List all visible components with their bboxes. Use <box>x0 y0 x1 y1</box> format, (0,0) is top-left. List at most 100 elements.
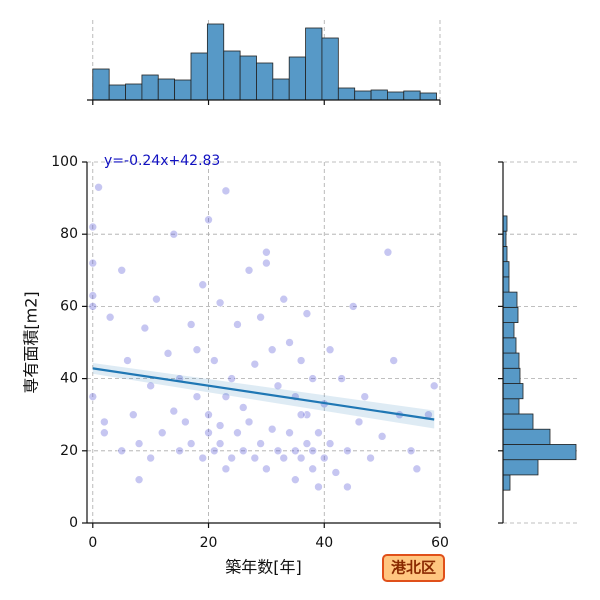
point <box>169 229 179 239</box>
point <box>291 446 300 456</box>
badge: 港北区 <box>382 554 445 582</box>
point <box>337 374 346 383</box>
point <box>117 446 127 456</box>
point <box>308 374 317 383</box>
bar <box>288 56 306 101</box>
point <box>389 356 399 365</box>
point <box>343 482 352 492</box>
bar <box>502 291 518 308</box>
point <box>210 446 219 456</box>
point <box>308 446 317 456</box>
point <box>377 432 387 441</box>
point <box>296 410 306 420</box>
point <box>181 417 190 427</box>
point <box>238 403 248 412</box>
bar <box>502 398 520 415</box>
point <box>215 298 225 308</box>
point <box>273 446 283 456</box>
point <box>383 247 393 257</box>
point <box>412 464 422 474</box>
bar <box>502 444 577 461</box>
point <box>267 345 277 355</box>
point <box>360 392 370 401</box>
point <box>186 439 196 448</box>
bar <box>502 413 534 430</box>
point <box>210 356 219 365</box>
point <box>146 381 155 391</box>
point <box>238 446 248 456</box>
x-tick-label: 40 <box>315 535 333 551</box>
bar <box>386 91 405 101</box>
bar <box>321 37 339 101</box>
regression-line <box>92 367 435 421</box>
point <box>117 265 127 275</box>
point <box>221 392 231 401</box>
point <box>348 302 358 311</box>
y-axis-label: 専有面積[m2] <box>22 291 41 393</box>
point <box>262 247 271 257</box>
bar <box>125 83 143 101</box>
point <box>308 464 317 474</box>
x-axis-label: 築年数[年] <box>225 558 302 577</box>
point <box>152 294 161 304</box>
bar <box>403 90 421 101</box>
bar <box>502 474 511 491</box>
point <box>123 356 132 365</box>
point <box>169 406 179 416</box>
point <box>279 453 289 463</box>
point <box>100 428 109 438</box>
point <box>285 428 294 438</box>
badge-box <box>382 554 445 582</box>
point <box>88 392 98 401</box>
point <box>88 258 98 268</box>
point <box>198 453 208 463</box>
point <box>175 446 184 456</box>
bar <box>305 27 323 101</box>
y-tick-label: 60 <box>60 298 78 314</box>
point <box>227 374 236 383</box>
bar <box>502 306 519 323</box>
point <box>100 417 109 427</box>
bar <box>239 55 257 101</box>
bar <box>206 23 225 101</box>
y-tick-label: 20 <box>60 443 78 459</box>
point <box>192 345 202 355</box>
bar <box>502 276 510 293</box>
point <box>406 446 416 456</box>
bar <box>92 68 110 101</box>
point <box>366 453 375 463</box>
bar <box>223 50 241 101</box>
point <box>256 439 265 448</box>
point <box>186 320 196 329</box>
point <box>105 312 115 322</box>
bar <box>174 79 192 101</box>
point <box>314 428 323 438</box>
point <box>429 381 439 391</box>
point <box>140 323 150 333</box>
bar <box>272 78 290 101</box>
point <box>325 345 335 355</box>
confidence-band <box>92 362 435 429</box>
point <box>227 453 236 463</box>
point <box>157 428 167 438</box>
bar <box>354 90 372 101</box>
point <box>146 453 155 463</box>
point <box>314 482 323 492</box>
bar <box>502 261 510 278</box>
bar <box>502 367 521 384</box>
badge-text: 港北区 <box>391 559 436 577</box>
point <box>291 475 300 484</box>
point <box>215 421 225 430</box>
point <box>244 417 254 427</box>
point <box>256 312 265 322</box>
point <box>192 392 202 401</box>
point <box>163 349 173 358</box>
x-tick-label: 0 <box>88 535 97 551</box>
point <box>267 424 277 434</box>
point <box>331 468 341 477</box>
bar <box>157 78 176 101</box>
bar <box>141 74 159 101</box>
bar <box>256 62 274 101</box>
point <box>88 291 98 300</box>
bar <box>502 459 539 476</box>
